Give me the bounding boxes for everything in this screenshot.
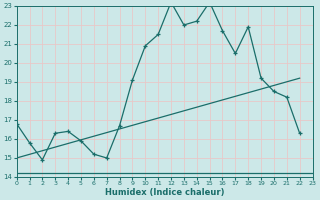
X-axis label: Humidex (Indice chaleur): Humidex (Indice chaleur) — [105, 188, 224, 197]
